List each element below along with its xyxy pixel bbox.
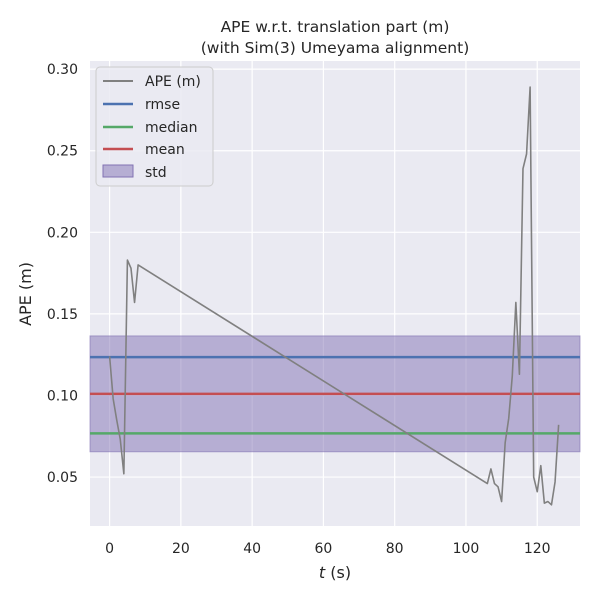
legend-label-ape: APE (m): [145, 74, 201, 90]
x-axis-label: t (s): [319, 563, 351, 582]
x-tick-label: 120: [524, 541, 551, 557]
chart-subtitle: (with Sim(3) Umeyama alignment): [201, 39, 470, 57]
chart-title: APE w.r.t. translation part (m): [221, 18, 450, 36]
x-tick-label: 20: [172, 541, 190, 557]
y-tick-label: 0.15: [47, 307, 78, 323]
y-axis-label: APE (m): [16, 262, 35, 326]
legend-label-median: median: [145, 120, 197, 136]
x-axis-label-unit: (s): [325, 563, 351, 582]
x-tick-label: 80: [386, 541, 404, 557]
y-tick-label: 0.20: [47, 225, 78, 241]
legend-swatch-std: [103, 165, 133, 177]
y-tick-label: 0.25: [47, 144, 78, 160]
legend-label-mean: mean: [145, 142, 185, 158]
y-tick-label: 0.30: [47, 62, 78, 78]
x-tick-label: 40: [243, 541, 261, 557]
y-tick-labels: 0.05 0.10 0.15 0.20 0.25 0.30: [47, 62, 78, 486]
x-tick-label: 60: [315, 541, 333, 557]
x-tick-label: 0: [105, 541, 114, 557]
legend: APE (m) rmse median mean std: [96, 67, 213, 186]
legend-label-std: std: [145, 165, 167, 181]
x-tick-label: 100: [453, 541, 480, 557]
y-tick-label: 0.05: [47, 470, 78, 486]
y-tick-label: 0.10: [47, 388, 78, 404]
legend-label-rmse: rmse: [145, 97, 180, 113]
x-tick-labels: 0 20 40 60 80 100 120: [105, 541, 550, 557]
